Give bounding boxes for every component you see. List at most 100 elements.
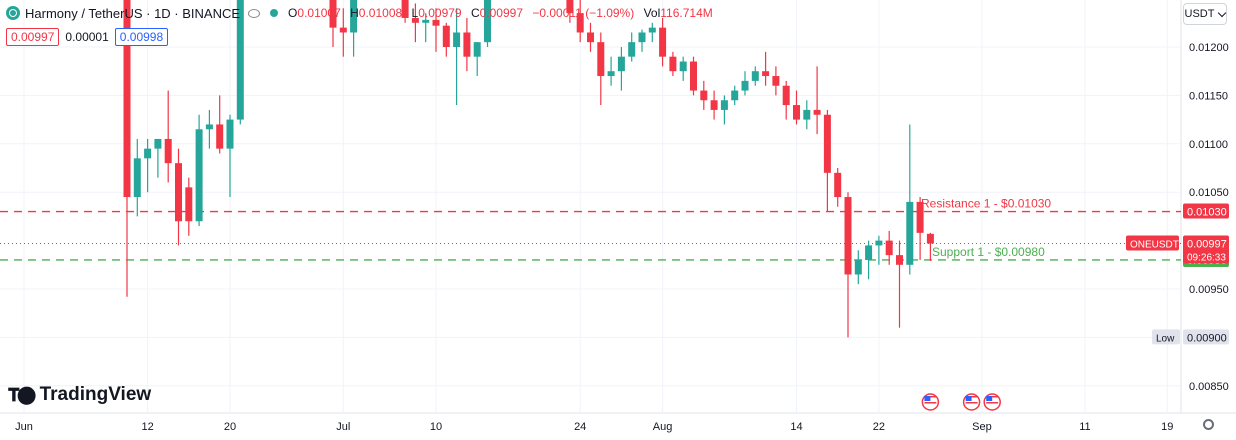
candle-body (926, 233, 934, 244)
candle-body (226, 119, 234, 149)
time-tick-label: 12 (141, 421, 153, 433)
price-tick-label: 0.01150 (1189, 90, 1228, 102)
candle-body (803, 109, 811, 120)
candle-body (329, 0, 337, 28)
candle-body (453, 32, 461, 47)
ohlc-values: O0.01007 H0.01008 L0.00979 C0.00997 −0.0… (288, 6, 719, 20)
eye-icon[interactable] (248, 8, 261, 18)
symbol-header[interactable]: Harmony / TetherUS · 1D · BINANCE O0.010… (6, 4, 719, 22)
candle-body (195, 129, 203, 222)
market-status-dot-icon (270, 9, 279, 17)
close-label: C (470, 6, 480, 20)
open-value: 0.01007 (297, 6, 341, 20)
candle-body (484, 0, 491, 43)
candle-body (690, 61, 697, 91)
resistance-price-tag-bg (1183, 203, 1229, 219)
tradingview-mark-icon: 𝐓⬤ (8, 384, 36, 405)
tradingview-logo[interactable]: 𝐓⬤ TradingView (8, 384, 151, 406)
candle-body (144, 148, 152, 159)
flag-stripe (924, 402, 937, 404)
low-price-tag-bg (1183, 329, 1229, 345)
time-tick-label: 19 (1161, 421, 1173, 433)
candle-body (638, 32, 646, 43)
candle-body (875, 240, 883, 246)
high-label: H (350, 6, 359, 20)
candle-body (123, 0, 131, 198)
candle-body (164, 138, 172, 164)
high-value: 0.01008 (358, 6, 403, 20)
price-axis[interactable]: 0.01200 0.01150 0.01100 0.01050 0.00950 0.009… (1152, 42, 1229, 393)
time-tick-label: Aug (653, 421, 673, 433)
candle-body (885, 240, 893, 256)
volume-value: 116.714M (660, 6, 713, 20)
candle-body (772, 76, 780, 86)
close-value: 0.00997 (479, 6, 524, 20)
change-value: −0.00011 (−1.09%) (532, 6, 635, 20)
candle-body (710, 100, 718, 110)
candle-body (793, 105, 800, 120)
buy-price-button[interactable]: 0.00998 (114, 28, 169, 46)
candle-body (587, 32, 594, 43)
time-tick-label: 20 (224, 421, 236, 433)
flag-canton (924, 396, 931, 401)
candle-body (762, 71, 770, 77)
candle-body (607, 71, 615, 77)
candle-body (834, 172, 842, 198)
flag-canton (965, 396, 972, 401)
low-label: L (411, 6, 419, 20)
chevron-down-icon (1218, 8, 1227, 17)
current-price-tag-bg (1183, 235, 1229, 264)
candle-body (916, 201, 924, 233)
support-label: Support 1 - $0.00980 (932, 245, 1045, 259)
candle-body (896, 255, 903, 265)
sell-price-button[interactable]: 0.00997 (6, 28, 60, 46)
candle-body (700, 90, 708, 101)
candle-body (411, 17, 419, 23)
low-label-bg (1152, 329, 1180, 345)
low-label: Low (1156, 333, 1175, 344)
candle-body (350, 0, 358, 33)
time-tick-label: 24 (574, 421, 586, 433)
trade-prices: 0.00997 0.00001 0.00998 (6, 28, 169, 46)
flag-stripe (986, 405, 999, 407)
flag-stripe (965, 402, 978, 404)
candle-body (813, 109, 821, 115)
candles (123, 0, 934, 338)
settings-gear-icon[interactable] (1203, 419, 1214, 430)
currency-select-label: USDT (1184, 8, 1215, 20)
candle-body (133, 158, 141, 198)
us-flag-event-icon[interactable] (921, 393, 940, 411)
low-value: 0.00979 (418, 6, 462, 20)
candle-body (175, 163, 182, 222)
open-label: O (288, 6, 298, 20)
candle-body (185, 187, 193, 222)
us-flag-event-icon[interactable] (983, 393, 1001, 411)
spread-value: 0.00001 (65, 30, 109, 44)
price-tick-label: 0.01100 (1189, 139, 1228, 151)
flag-canton (986, 396, 993, 401)
candle-body (782, 85, 790, 106)
candle-body (669, 56, 677, 72)
flag-stripe (965, 405, 978, 407)
candle-body (154, 138, 162, 149)
time-tick-label: 14 (790, 421, 802, 433)
candle-body (401, 0, 409, 18)
candle-body (865, 245, 873, 260)
flag-stripe (924, 405, 937, 407)
candle-body (679, 61, 687, 72)
candle-body (906, 201, 914, 265)
brand-name: TradingView (39, 384, 152, 405)
currency-select[interactable]: USDT (1183, 3, 1227, 25)
event-markers[interactable] (921, 393, 1001, 411)
symbol-tag-bg (1126, 235, 1179, 251)
us-flag-event-icon[interactable] (962, 393, 981, 411)
candle-body (648, 27, 656, 33)
candle-body (473, 42, 481, 57)
candle-body (566, 0, 574, 14)
time-axis[interactable]: Jun 12 20 Jul 10 24 Aug 14 22 Sep 11 19 (15, 421, 1173, 433)
candle-body (422, 19, 430, 23)
volume-label: Vol (643, 6, 661, 20)
candle-body (339, 27, 347, 33)
chart-annotations: Resistance 1 - $0.01030 Support 1 - $0.00… (921, 197, 1179, 259)
